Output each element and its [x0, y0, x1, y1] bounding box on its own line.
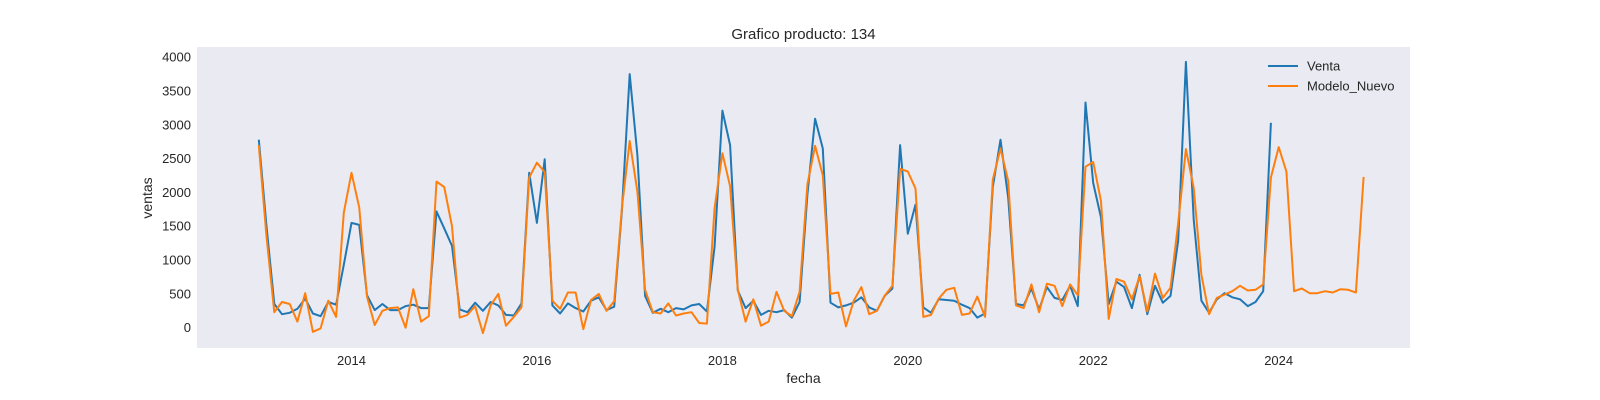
x-tick-label: 2020 — [893, 353, 922, 368]
x-tick-labels: 2014 2016 2018 2020 2022 2024 — [337, 353, 1293, 368]
y-tick-label: 2000 — [162, 185, 191, 200]
legend: Venta Modelo_Nuevo — [1268, 59, 1394, 94]
y-tick-label: 1000 — [162, 253, 191, 268]
y-tick-label: 3000 — [162, 117, 191, 132]
series-line-modelo-nuevo — [257, 140, 1365, 335]
x-tick-label: 2018 — [708, 353, 737, 368]
series-layer — [257, 60, 1365, 335]
y-tick-label: 0 — [184, 320, 191, 335]
x-tick-label: 2014 — [337, 353, 366, 368]
y-tick-label: 1500 — [162, 219, 191, 234]
y-tick-label: 4000 — [162, 50, 191, 65]
x-axis-label: fecha — [786, 370, 820, 386]
y-tick-label: 500 — [169, 286, 191, 301]
y-tick-label: 3500 — [162, 83, 191, 98]
chart-title: Grafico producto: 134 — [731, 26, 875, 43]
legend-label-modelo-nuevo: Modelo_Nuevo — [1307, 79, 1394, 94]
y-tick-labels: 0 500 1000 1500 2000 2500 3000 3500 4000 — [162, 50, 191, 336]
y-tick-label: 2500 — [162, 151, 191, 166]
plot-area — [197, 47, 1410, 348]
x-tick-label: 2016 — [522, 353, 551, 368]
legend-label-venta: Venta — [1307, 59, 1341, 74]
x-tick-label: 2022 — [1079, 353, 1108, 368]
x-tick-label: 2024 — [1264, 353, 1293, 368]
y-axis-label: ventas — [139, 177, 155, 218]
